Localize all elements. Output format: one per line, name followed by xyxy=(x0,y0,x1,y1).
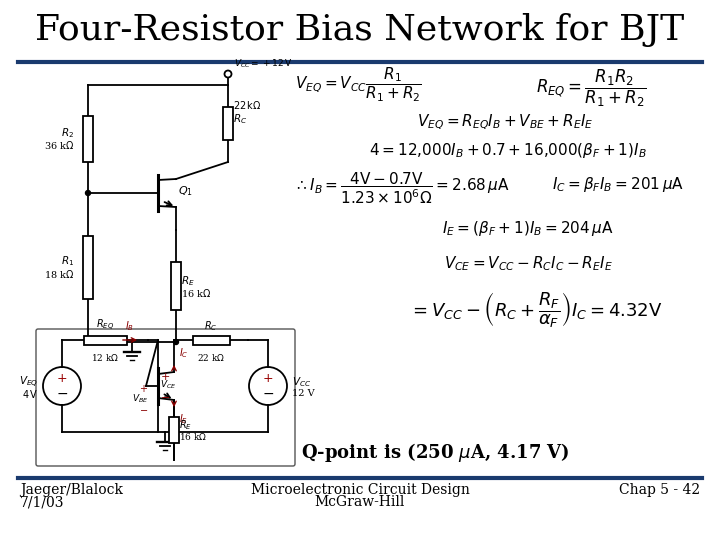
Text: $R_E$: $R_E$ xyxy=(181,274,195,288)
Text: 22 k$\Omega$: 22 k$\Omega$ xyxy=(197,352,225,363)
Text: $R_2$: $R_2$ xyxy=(61,126,74,140)
Text: $=V_{CC}-\left(R_C+\dfrac{R_F}{\alpha_F}\right)I_C=4.32\mathrm{V}$: $=V_{CC}-\left(R_C+\dfrac{R_F}{\alpha_F}… xyxy=(409,289,662,328)
Text: $R_1$: $R_1$ xyxy=(60,254,74,268)
Text: $-$: $-$ xyxy=(160,391,170,401)
Text: $V_{EQ}=R_{EQ}I_B+V_{BE}+R_E I_E$: $V_{EQ}=R_{EQ}I_B+V_{BE}+R_E I_E$ xyxy=(417,112,593,132)
Text: 16 k$\Omega$: 16 k$\Omega$ xyxy=(179,431,207,442)
Bar xyxy=(223,107,233,140)
Text: $-$: $-$ xyxy=(56,386,68,400)
Bar xyxy=(192,335,230,345)
Text: $Q_1$: $Q_1$ xyxy=(178,184,193,198)
Text: $V_{EQ}=V_{CC}\dfrac{R_1}{R_1+R_2}$: $V_{EQ}=V_{CC}\dfrac{R_1}{R_1+R_2}$ xyxy=(294,66,421,104)
Bar xyxy=(83,236,93,299)
Text: $V_{CE}=V_{CC}-R_C I_C-R_E I_E$: $V_{CE}=V_{CC}-R_C I_C-R_E I_E$ xyxy=(444,255,613,273)
Bar xyxy=(83,116,93,161)
Text: Jaeger/Blalock: Jaeger/Blalock xyxy=(20,483,123,497)
Text: $R_{EQ}$: $R_{EQ}$ xyxy=(96,318,114,333)
Text: Q-point is (250 $\mu$A, 4.17 V): Q-point is (250 $\mu$A, 4.17 V) xyxy=(301,442,570,464)
Text: $V_{CE}$: $V_{CE}$ xyxy=(160,379,176,392)
Text: $R_{EQ}=\dfrac{R_1 R_2}{R_1+R_2}$: $R_{EQ}=\dfrac{R_1 R_2}{R_1+R_2}$ xyxy=(536,68,646,109)
Text: $-$: $-$ xyxy=(139,404,148,414)
Bar xyxy=(169,417,179,443)
Text: Microelectronic Circuit Design: Microelectronic Circuit Design xyxy=(251,483,469,497)
Text: $+$: $+$ xyxy=(160,370,170,381)
Bar xyxy=(84,335,127,345)
Text: $V_{CC}$: $V_{CC}$ xyxy=(292,375,311,389)
Text: 16 k$\Omega$: 16 k$\Omega$ xyxy=(181,287,212,299)
Text: Chap 5 - 42: Chap 5 - 42 xyxy=(619,483,700,497)
Text: 12 k$\Omega$: 12 k$\Omega$ xyxy=(91,352,119,363)
Text: $4=12{,}000I_B+0.7+16{,}000(\beta_F+1)I_B$: $4=12{,}000I_B+0.7+16{,}000(\beta_F+1)I_… xyxy=(369,140,647,159)
Text: $I_B$: $I_B$ xyxy=(125,319,135,333)
Text: $+$: $+$ xyxy=(262,373,274,386)
Text: 18 k$\Omega$: 18 k$\Omega$ xyxy=(44,267,74,280)
Text: $R_C$: $R_C$ xyxy=(233,112,247,126)
Text: 7/1/03: 7/1/03 xyxy=(20,495,65,509)
Text: $4\,\mathrm{V}$: $4\,\mathrm{V}$ xyxy=(22,388,38,400)
Text: $\therefore I_B=\dfrac{4\mathrm{V}-0.7\mathrm{V}}{1.23\times10^6\Omega}=2.68\,\m: $\therefore I_B=\dfrac{4\mathrm{V}-0.7\m… xyxy=(294,170,510,206)
Text: $I_E$: $I_E$ xyxy=(179,412,188,426)
Circle shape xyxy=(86,191,91,195)
Text: $V_{EQ}$: $V_{EQ}$ xyxy=(19,374,38,389)
Text: $V_{CC}=+12\,\mathrm{V}$: $V_{CC}=+12\,\mathrm{V}$ xyxy=(234,57,292,70)
Bar xyxy=(171,262,181,309)
Text: McGraw-Hill: McGraw-Hill xyxy=(315,495,405,509)
Text: $V_{BE}$: $V_{BE}$ xyxy=(132,393,148,405)
Text: $I_C=\beta_F I_B=201\,\mu\mathrm{A}$: $I_C=\beta_F I_B=201\,\mu\mathrm{A}$ xyxy=(552,174,684,193)
Text: 36 k$\Omega$: 36 k$\Omega$ xyxy=(44,139,74,151)
Text: $I_C$: $I_C$ xyxy=(179,346,189,360)
Text: $I_E=(\beta_F+1)I_B=204\,\mu\mathrm{A}$: $I_E=(\beta_F+1)I_B=204\,\mu\mathrm{A}$ xyxy=(442,219,614,238)
Text: $+$: $+$ xyxy=(139,383,148,395)
Text: $R_C$: $R_C$ xyxy=(204,319,217,333)
Text: $+$: $+$ xyxy=(56,373,68,386)
Text: $-$: $-$ xyxy=(262,386,274,400)
Text: Four-Resistor Bias Network for BJT: Four-Resistor Bias Network for BJT xyxy=(35,13,685,47)
Text: $R_E$: $R_E$ xyxy=(179,418,192,432)
Circle shape xyxy=(174,340,179,345)
Text: $22\,\mathrm{k}\Omega$: $22\,\mathrm{k}\Omega$ xyxy=(233,99,261,111)
Text: 12 V: 12 V xyxy=(292,389,315,399)
